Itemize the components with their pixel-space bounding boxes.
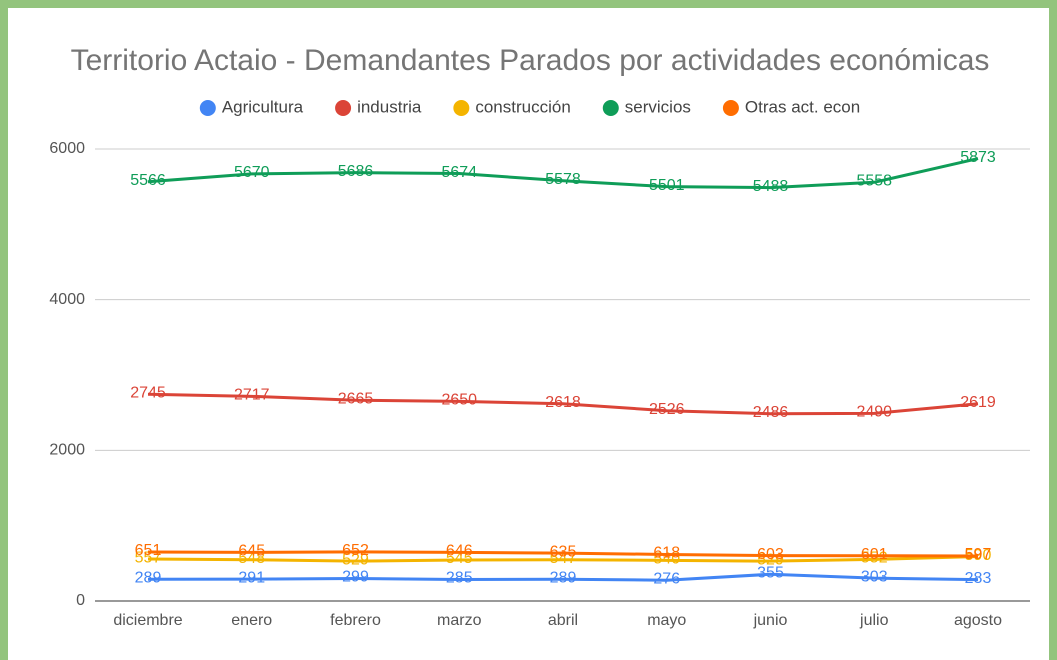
data-label: 645 <box>238 543 265 560</box>
legend-label: Otras act. econ <box>745 97 860 116</box>
x-tick-label: enero <box>231 612 272 629</box>
data-label: 5501 <box>649 177 685 194</box>
legend-label: Agricultura <box>222 97 304 116</box>
chart-title: Territorio Actaio - Demandantes Parados … <box>71 44 990 77</box>
data-label: 5674 <box>441 164 477 181</box>
series-line <box>147 157 979 190</box>
y-tick-label: 0 <box>76 592 85 609</box>
data-label: 2619 <box>960 394 996 411</box>
data-label: 2745 <box>130 384 166 401</box>
data-label: 5873 <box>960 149 996 166</box>
data-label: 285 <box>446 570 473 587</box>
data-label: 276 <box>653 570 680 587</box>
data-label: 590 <box>965 547 992 564</box>
legend-label: industria <box>357 97 422 116</box>
legend-marker <box>335 100 352 116</box>
series-line <box>147 550 979 558</box>
data-label: 545 <box>446 550 473 567</box>
y-tick-label: 2000 <box>49 442 85 459</box>
data-label: 601 <box>861 546 888 563</box>
data-label: 552 <box>861 550 888 567</box>
legend-label: servicios <box>625 97 691 116</box>
data-label: 618 <box>653 545 680 562</box>
data-label: 603 <box>757 546 784 563</box>
y-tick-label: 6000 <box>49 140 85 157</box>
legend-marker <box>722 100 739 116</box>
data-label: 2618 <box>545 394 581 411</box>
legend-label: construcción <box>475 97 570 116</box>
data-label: 355 <box>757 564 784 581</box>
data-label: 529 <box>342 551 369 568</box>
data-label: 303 <box>861 568 888 585</box>
series-line <box>147 392 979 416</box>
series-line <box>147 572 979 582</box>
data-label: 2486 <box>753 404 789 421</box>
x-tick-label: marzo <box>437 612 482 629</box>
x-tick-label: mayo <box>647 612 686 629</box>
legend-marker <box>199 100 216 116</box>
data-label: 5566 <box>130 172 166 189</box>
data-label: 299 <box>342 569 369 586</box>
x-tick-label: diciembre <box>113 612 182 629</box>
data-label: 2665 <box>338 390 374 407</box>
data-label: 651 <box>135 542 162 559</box>
data-label: 289 <box>550 569 577 586</box>
data-label: 557 <box>135 549 162 566</box>
y-tick-label: 4000 <box>49 291 85 308</box>
x-tick-label: julio <box>859 612 889 629</box>
data-label: 2526 <box>649 401 685 418</box>
data-label: 5558 <box>856 173 892 190</box>
data-label: 283 <box>965 570 992 587</box>
data-label: 291 <box>238 569 265 586</box>
series-line <box>147 555 979 563</box>
data-label: 597 <box>965 546 992 563</box>
data-label: 548 <box>238 550 265 567</box>
x-tick-label: junio <box>753 612 788 629</box>
data-label: 652 <box>342 542 369 559</box>
data-label: 5686 <box>338 163 374 180</box>
data-label: 5578 <box>545 171 581 188</box>
legend-marker <box>453 100 470 116</box>
data-label: 5670 <box>234 164 270 181</box>
data-label: 635 <box>550 543 577 560</box>
x-tick-label: febrero <box>330 612 381 629</box>
data-label: 2650 <box>441 392 477 409</box>
data-label: 289 <box>135 569 162 586</box>
data-label: 2490 <box>856 404 892 421</box>
x-tick-label: abril <box>548 612 578 629</box>
x-tick-label: agosto <box>954 612 1002 629</box>
data-label: 2717 <box>234 387 270 404</box>
data-label: 5488 <box>753 178 789 195</box>
legend-marker <box>602 100 619 116</box>
data-label: 646 <box>446 543 473 560</box>
